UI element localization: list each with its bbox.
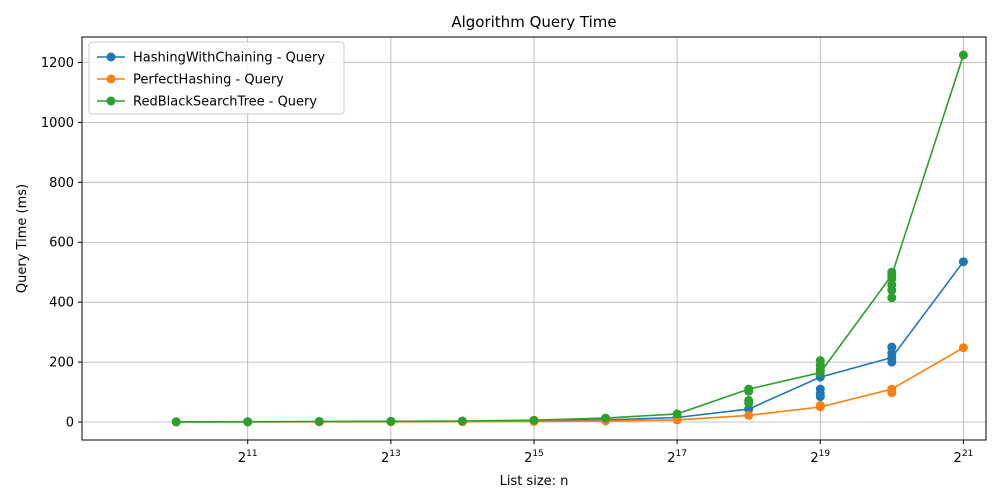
y-axis-label: Query Time (ms) [15,184,30,293]
y-tick-label: 600 [49,236,74,251]
x-tick-label: 221 [954,449,974,466]
data-point [887,285,897,295]
legend-label: PerfectHashing - Query [133,73,284,88]
data-point [314,417,324,426]
data-point [815,401,825,410]
data-point [744,386,754,396]
legend-marker [106,96,116,106]
series-line [176,54,965,423]
y-tick-label: 0 [66,416,74,431]
data-point [815,365,825,375]
data-point [887,388,897,398]
data-point [958,343,968,353]
legend-label: HashingWithChaining - Query [133,51,325,66]
series-line [176,347,964,423]
data-point [744,410,754,420]
x-tick-label: 219 [810,449,830,466]
y-tick-label: 1200 [41,56,74,71]
data-point [529,415,539,425]
data-point [887,357,897,367]
data-point [744,398,754,408]
data-point [601,413,611,423]
y-tick-label: 1000 [41,116,74,131]
series-layer [171,50,968,427]
data-point [457,416,467,426]
legend-box [88,41,345,115]
x-tick-label: 217 [667,449,687,466]
x-tick-label: 213 [381,449,401,466]
data-point [887,348,897,358]
data-point [243,417,253,427]
data-point [887,293,897,303]
series-0 [171,257,968,427]
y-tick-label: 800 [49,176,74,191]
data-point [386,416,396,426]
data-point [958,257,968,267]
y-tick-label: 200 [49,356,74,371]
legend-label: RedBlackSearchTree - Query [133,95,317,110]
legend-marker [106,74,116,84]
y-tick-label: 400 [49,296,74,311]
x-tick-label: 211 [238,449,258,466]
series-2 [171,50,968,427]
series-line [176,261,965,423]
data-point [815,392,825,402]
axis-ticks: 211 213 215 217 219 221 0 200 400 600 800 1000 1200 [41,56,973,466]
data-point [171,417,181,427]
data-point [958,50,968,60]
chart-title: Algorithm Query Time [451,13,616,31]
legend: HashingWithChaining - Query PerfectHashin… [88,41,345,115]
x-tick-label: 215 [524,449,544,466]
legend-marker [106,52,116,62]
data-point [887,267,897,277]
data-point [672,409,682,419]
x-axis-label: List size: n [500,474,569,489]
series-1 [171,343,968,427]
